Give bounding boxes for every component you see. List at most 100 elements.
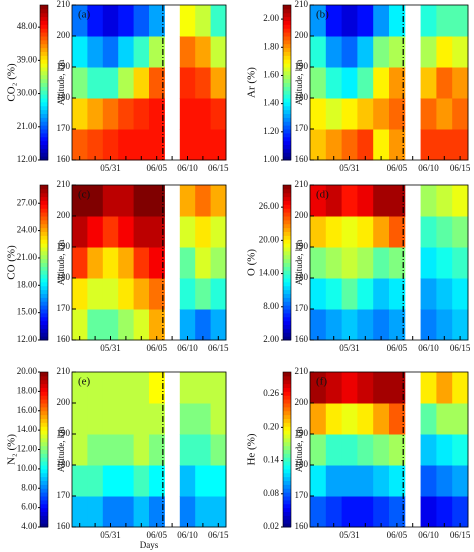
heat-cell [118,98,135,130]
y-tick-label: 200 [57,30,71,40]
heat-cell [341,216,358,248]
colorbar-slice [283,105,291,111]
heat-cell [420,496,437,528]
heat-cell [179,403,196,435]
plot-frame [71,184,227,341]
colorbar-slice [283,511,291,516]
colorbar-slice [40,200,48,205]
heat-cell [102,36,119,68]
heat-cell [341,67,358,99]
colorbar-slice [40,90,48,95]
colorbar-slice [283,274,291,279]
heat-cell [195,372,212,404]
heat-cell [452,216,469,248]
heat-cell [72,465,88,497]
heat-cell [325,5,343,37]
colorbar-slice [283,262,291,267]
heat-cell [310,98,327,130]
x-tick-label: 05/31 [339,530,360,540]
y-tick-label: 170 [295,490,309,500]
heat-cell [420,67,437,99]
heat-cell [210,496,227,528]
heat-cell [179,98,196,130]
colorbar-frame [282,4,292,161]
colorbar-slice [283,219,291,225]
heat-cell [420,434,437,466]
colorbar-slice [283,140,291,145]
heat-cell [87,247,104,279]
heat-cell [210,247,227,279]
colorbar-slice [283,243,291,248]
colorbar-slice [40,105,48,111]
heat-cell [373,98,390,130]
colorbar-tick-label: 20.00 [259,234,280,244]
colorbar-slice [283,278,291,283]
colorbar-tick-label: 16.00 [17,405,38,415]
heat-cell [310,216,327,248]
colorbar-slice [283,410,291,416]
colorbar-slice [40,188,48,194]
heat-cell [118,403,135,435]
heat-cell [102,216,119,248]
y-tick-label: 160 [57,154,71,164]
heat-cell [389,465,406,497]
colorbar-tick-label: 12.00 [17,154,38,164]
y-tick-label: 200 [295,397,309,407]
colorbar-slice [283,441,291,447]
heat-cell [210,309,227,341]
colorbar-slice [283,297,291,302]
colorbar-slice [283,507,291,512]
heat-cell [389,496,406,528]
heat-cell [420,36,437,68]
heat-cell [149,496,165,528]
colorbar-slice [40,515,48,520]
colorbar-slice [283,16,291,21]
colorbar-slice [283,12,291,18]
heat-cell [373,247,390,279]
heat-cell [325,98,343,130]
colorbar-slice [40,293,48,298]
colorbar-slice [40,20,48,25]
colorbar-label: CO (%) [6,245,18,280]
heat-cell [195,67,212,99]
colorbar-slice [40,496,48,501]
colorbar-slice [40,86,48,91]
x-tick-label: 05/31 [100,530,121,540]
colorbar-slice [283,216,291,221]
heat-cell [310,403,327,435]
colorbar-tick-label: 39.00 [17,54,38,64]
heat-cell [389,67,406,99]
colorbar-slice [283,457,291,462]
heat-cell [210,465,227,497]
heat-cell [373,216,390,248]
colorbar-slice [40,101,48,107]
y-axis-label: Altitude, km [294,240,304,286]
colorbar-slice [283,399,291,404]
x-axis-label: Days [140,540,159,550]
heat-cell [341,278,358,310]
colorbar-slice [40,375,48,381]
heat-cell [389,129,406,161]
heat-cell [149,372,165,404]
colorbar-slice [40,430,48,435]
colorbar-tick-label: 1.20 [263,126,279,136]
heat-cell [102,185,119,217]
heat-cell [87,434,104,466]
y-tick-label: 200 [57,397,71,407]
colorbar-slice [40,414,48,419]
heat-cell [87,185,104,217]
heat-cell [373,372,390,404]
heat-cell [149,465,165,497]
heat-cell [118,67,135,99]
heat-cell [133,129,150,161]
y-tick-label: 210 [57,179,71,189]
colorbar-slice [283,387,291,392]
heat-cell [195,278,212,310]
heat-cell [389,247,406,279]
colorbar-tick-label: 0.20 [263,421,279,431]
heat-cell [420,185,437,217]
colorbar-slice [40,67,48,72]
heat-cell [310,278,327,310]
heat-cell [133,309,150,341]
heat-cell [102,5,119,37]
